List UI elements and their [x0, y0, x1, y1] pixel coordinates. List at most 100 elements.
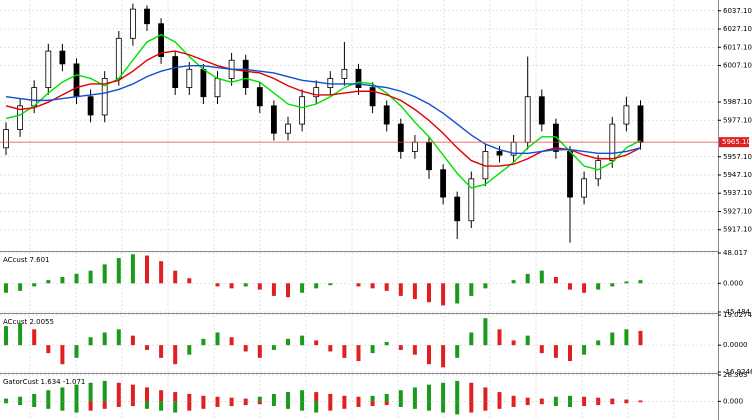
gator-bar [130, 401, 135, 407]
gator-bar [342, 401, 347, 409]
y-tick-label: 28.363 [723, 371, 748, 379]
histogram-bar [441, 345, 446, 368]
gator-bar [582, 396, 587, 402]
histogram-bar [398, 283, 403, 296]
gator-bar [342, 395, 347, 402]
gator-bar [483, 401, 488, 411]
histogram-bar [60, 345, 65, 365]
gator-bar [243, 398, 248, 402]
histogram-bar [525, 273, 530, 284]
gator-bar [286, 392, 290, 402]
candle-body [285, 123, 291, 134]
gator-bar [412, 387, 417, 402]
gator-bar [525, 401, 530, 406]
gator-bar [300, 401, 305, 411]
histogram-bar [243, 283, 248, 287]
gator-bar [46, 390, 51, 402]
gator-bar [74, 384, 79, 402]
histogram-bar [102, 332, 107, 346]
gator-bar [384, 393, 389, 402]
gator-bar [455, 380, 460, 402]
panel-title: GatorCust 1.634 -1.071 [3, 378, 85, 386]
gator-bar [384, 401, 389, 406]
gator-bar [88, 401, 93, 411]
gator-bar [596, 401, 601, 406]
gator-bar [145, 387, 149, 402]
gator-bar [300, 390, 305, 402]
candle-body [581, 178, 587, 198]
histogram-bar [610, 332, 615, 346]
histogram-bar [412, 345, 417, 355]
histogram-bar [215, 332, 220, 346]
histogram-bar [229, 283, 234, 289]
candle-body [383, 105, 390, 125]
gator-bar [271, 401, 276, 407]
histogram-bar [427, 283, 431, 303]
gator-bar [328, 393, 333, 402]
histogram-bar [511, 340, 516, 346]
candle-body [172, 56, 179, 88]
histogram-bar [46, 280, 51, 284]
histogram-bar [201, 338, 206, 346]
histogram-bar [455, 283, 460, 304]
gator-bar [4, 398, 8, 402]
candle-body [270, 105, 277, 134]
gator-bar [582, 401, 587, 407]
gator-bar [243, 401, 248, 406]
gator-bar [370, 395, 375, 402]
histogram-bar [342, 345, 347, 358]
candle-body [411, 141, 418, 152]
candle-body [524, 96, 531, 143]
histogram-bar [582, 345, 587, 355]
candle-body [129, 8, 136, 39]
candle-body [186, 68, 193, 88]
y-tick-label: 0.000 [723, 279, 743, 287]
candle-body [426, 141, 432, 171]
gator-bar [88, 382, 93, 402]
gator-bar [4, 401, 8, 404]
histogram-bar [412, 283, 417, 300]
histogram-bar [328, 283, 333, 286]
histogram-bar [46, 345, 51, 354]
y-tick-label: 0.000 [723, 397, 743, 405]
gator-bar [441, 401, 446, 413]
gator-bar [116, 401, 121, 407]
histogram-bar [624, 329, 629, 346]
histogram-bar [257, 345, 262, 358]
candle-body [115, 37, 122, 79]
gator-bar [159, 390, 164, 402]
histogram-bar [370, 345, 375, 354]
histogram-bar [638, 330, 643, 346]
histogram-bar [384, 341, 389, 346]
histogram-bar [553, 345, 558, 358]
gator-bar [568, 395, 572, 402]
histogram-bar [102, 264, 107, 284]
gator-bar [102, 401, 107, 409]
candle-body [144, 8, 150, 25]
y-tick-label: 5987.10 [723, 98, 752, 106]
histogram-bar [356, 345, 361, 362]
candle-body [369, 87, 376, 107]
y-tick-label: 19.0274 [723, 311, 752, 319]
gator-bar [356, 396, 361, 402]
y-tick-label: 0.0000 [723, 341, 748, 349]
histogram-bar [32, 329, 37, 346]
y-tick-label: 5957.10 [723, 153, 752, 161]
gator-bar [130, 384, 135, 402]
gator-bar [32, 393, 37, 402]
y-tick-label: 5917.10 [723, 226, 752, 234]
gator-bar [596, 397, 601, 402]
histogram-bar [18, 322, 23, 346]
histogram-bar [4, 283, 8, 293]
gator-bar [328, 401, 333, 411]
histogram-bar [356, 283, 361, 287]
histogram-bar [455, 345, 460, 358]
y-tick-label: 5947.10 [723, 171, 752, 179]
candle-body [45, 50, 52, 88]
candle-body [454, 196, 461, 222]
y-tick-label: -45.484 [723, 308, 751, 316]
candle-body [256, 87, 263, 107]
candle-body [567, 151, 573, 198]
